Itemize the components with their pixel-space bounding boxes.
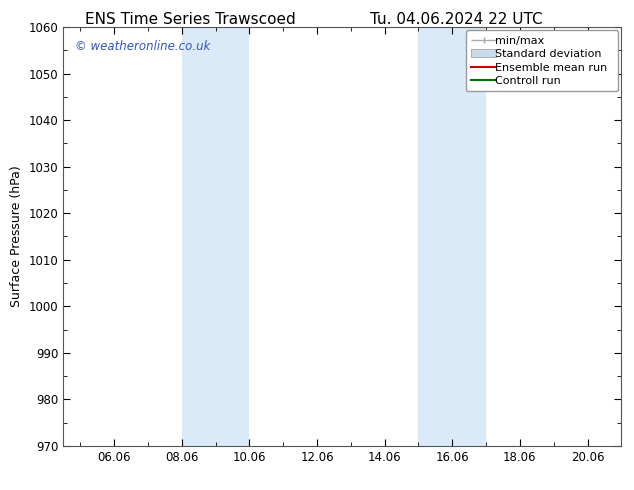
Bar: [182, 27, 249, 446]
Text: Tu. 04.06.2024 22 UTC: Tu. 04.06.2024 22 UTC: [370, 12, 543, 27]
Y-axis label: Surface Pressure (hPa): Surface Pressure (hPa): [10, 166, 23, 307]
Legend: min/max, Standard deviation, Ensemble mean run, Controll run: min/max, Standard deviation, Ensemble me…: [466, 30, 618, 92]
Text: © weatheronline.co.uk: © weatheronline.co.uk: [75, 40, 210, 52]
Text: ENS Time Series Trawscoed: ENS Time Series Trawscoed: [85, 12, 295, 27]
Bar: [418, 27, 486, 446]
